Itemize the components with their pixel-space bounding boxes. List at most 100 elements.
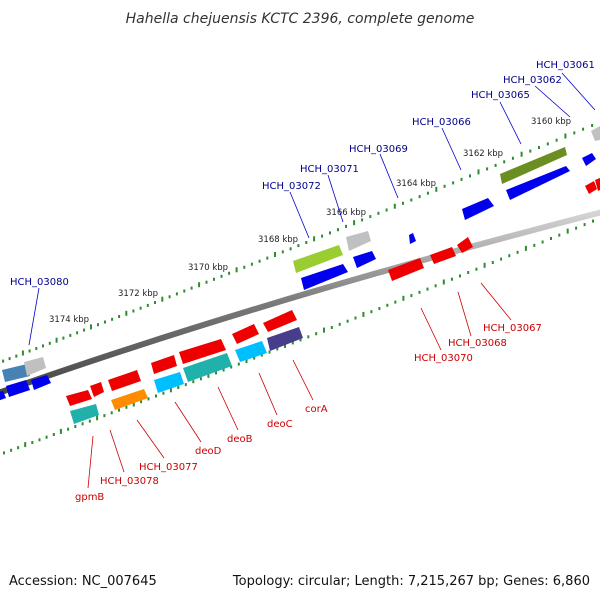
gene-arrow[interactable] (179, 339, 226, 364)
gene-label[interactable]: deoD (195, 446, 222, 457)
leader-line (480, 282, 512, 321)
gene-label[interactable]: deoC (267, 419, 293, 430)
gene-arrow[interactable] (585, 181, 597, 194)
gene-arrow[interactable] (2, 364, 30, 382)
minor-tick (15, 354, 18, 358)
gene-label[interactable]: corA (305, 404, 328, 415)
minor-tick (118, 408, 120, 412)
major-tick (274, 252, 276, 257)
gene-arrow[interactable] (108, 370, 141, 391)
gene-label[interactable]: HCH_03078 (100, 476, 159, 487)
minor-tick (8, 357, 11, 361)
minor-tick (222, 368, 225, 372)
gene-label[interactable]: gpmB (75, 492, 104, 503)
gene-arrow[interactable] (457, 237, 473, 253)
minor-tick (330, 326, 333, 329)
gene-label[interactable]: HCH_03080 (10, 277, 69, 288)
minor-tick (541, 240, 544, 244)
gene-arrow[interactable] (0, 391, 6, 402)
gene-label[interactable]: HCH_03069 (349, 144, 408, 155)
gene-label[interactable]: HCH_03070 (414, 353, 473, 364)
minor-tick (410, 294, 413, 298)
gene-arrow[interactable] (232, 324, 259, 344)
gene-label[interactable]: HCH_03077 (139, 462, 198, 473)
minor-tick (307, 335, 310, 339)
gene-arrow[interactable] (582, 153, 596, 166)
gene-arrow[interactable] (6, 380, 30, 397)
gene-arrow[interactable] (346, 231, 371, 251)
minor-tick (291, 341, 294, 345)
gene-arrow[interactable] (24, 357, 46, 376)
scale-labels: 3160 kbp 3162 kbp 3164 kbp 3166 kbp 3168… (49, 117, 571, 325)
leader-line (534, 85, 571, 118)
gene-arrow[interactable] (500, 147, 567, 184)
gene-label[interactable]: HCH_03068 (448, 338, 507, 349)
gene-label[interactable]: HCH_03062 (503, 75, 562, 86)
major-tick (245, 358, 248, 364)
major-tick (125, 310, 128, 316)
major-tick (55, 337, 58, 343)
genome-stats-text: Topology: circular; Length: 7,215,267 bp… (232, 574, 590, 589)
minor-tick (402, 201, 404, 205)
minor-tick (147, 397, 150, 401)
minor-tick (289, 247, 292, 251)
gene-arrow[interactable] (154, 372, 184, 393)
gene-label[interactable]: HCH_03061 (536, 60, 595, 71)
gene-arrow[interactable] (263, 310, 297, 332)
gene-arrow[interactable] (293, 245, 343, 273)
gene-arrow[interactable] (506, 166, 570, 200)
gene-arrow[interactable] (111, 389, 148, 410)
gene-label[interactable]: HCH_03066 (412, 117, 471, 128)
minor-tick (175, 292, 178, 296)
minor-tick (377, 211, 380, 215)
minor-tick (250, 262, 253, 266)
minor-tick (17, 446, 20, 450)
gene-arrow[interactable] (595, 178, 600, 191)
gene-arrow[interactable] (591, 126, 600, 141)
minor-tick (369, 215, 372, 219)
minor-tick (281, 250, 284, 254)
leader-line (420, 307, 442, 351)
genome-backbone (0, 209, 600, 396)
gene-arrow[interactable] (462, 198, 494, 220)
gene-arrow[interactable] (235, 341, 267, 362)
gene-arrow[interactable] (353, 251, 376, 268)
gene-arrow[interactable] (267, 327, 303, 351)
gene-label[interactable]: HCH_03067 (483, 323, 542, 334)
gene-arrow[interactable] (409, 233, 416, 244)
minor-tick (253, 356, 256, 360)
minor-tick (337, 228, 339, 232)
minor-tick (486, 167, 489, 171)
minor-tick (88, 419, 91, 423)
forward-strand-genes (0, 126, 600, 402)
gene-arrow[interactable] (66, 390, 92, 406)
gene-label[interactable]: deoB (227, 434, 253, 445)
minor-tick (529, 149, 532, 153)
minor-tick (516, 250, 519, 254)
gene-arrow[interactable] (31, 375, 51, 390)
minor-tick (139, 306, 142, 310)
major-tick (520, 151, 523, 157)
gene-label[interactable]: HCH_03065 (471, 90, 530, 101)
inner-tick-track (3, 219, 594, 455)
outer-tick-track (2, 124, 594, 363)
minor-tick (125, 405, 128, 409)
gene-arrow[interactable] (388, 258, 424, 281)
gene-arrow[interactable] (90, 382, 104, 397)
minor-tick (555, 138, 558, 142)
gene-arrow[interactable] (301, 264, 348, 290)
gene-arrow[interactable] (183, 353, 232, 382)
minor-tick (469, 174, 471, 178)
gene-arrow[interactable] (430, 247, 456, 264)
gene-label[interactable]: HCH_03072 (262, 181, 321, 192)
major-tick (235, 267, 238, 273)
gene-arrow[interactable] (70, 404, 99, 424)
gene-arrow[interactable] (151, 355, 177, 374)
accession-text: Accession: NC_007645 (9, 574, 157, 589)
minor-tick (45, 435, 48, 439)
gene-label[interactable]: HCH_03071 (300, 164, 359, 175)
minor-tick (538, 146, 540, 149)
minor-tick (459, 274, 461, 278)
major-tick (21, 350, 24, 356)
minor-tick (558, 233, 561, 237)
